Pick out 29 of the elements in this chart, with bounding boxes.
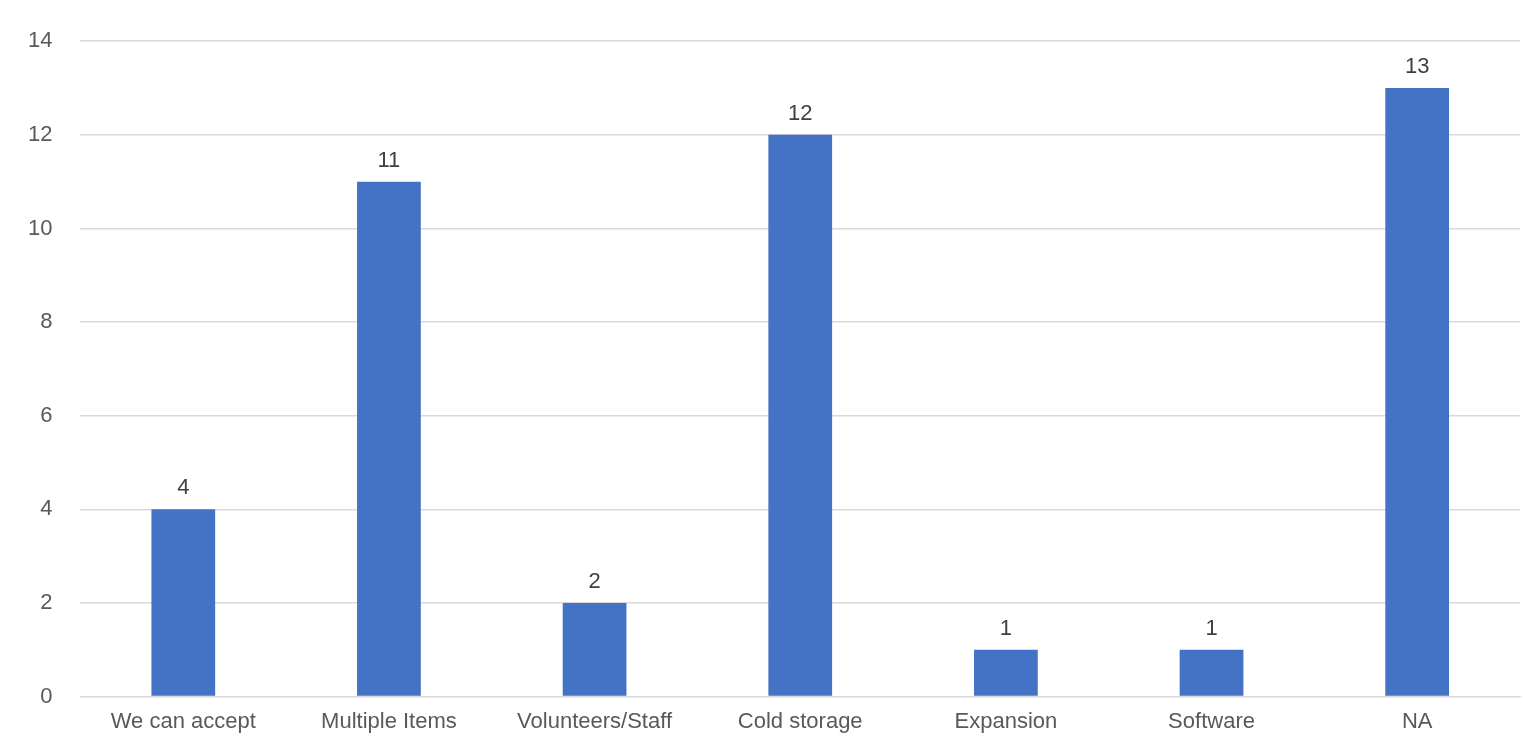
- x-tick-label: NA: [1401, 707, 1433, 733]
- y-tick-label: 6: [40, 401, 53, 427]
- y-tick-label: 8: [40, 308, 53, 334]
- y-tick-label: 4: [40, 495, 53, 521]
- y-tick-label: 14: [27, 27, 53, 53]
- bar: [1179, 649, 1244, 696]
- bar: [151, 509, 216, 696]
- x-tick-label: Multiple Items: [321, 707, 457, 733]
- bar: [1385, 88, 1450, 696]
- y-tick-label: 0: [40, 682, 53, 708]
- bar: [974, 649, 1038, 696]
- data-label: 4: [177, 474, 190, 500]
- data-label: 1: [999, 614, 1013, 640]
- y-tick-label: 12: [27, 120, 53, 146]
- x-tick-label: Software: [1168, 707, 1255, 733]
- data-label: 2: [588, 568, 601, 594]
- bar: [357, 181, 421, 696]
- y-tick-label: 2: [40, 589, 53, 615]
- bar: [768, 134, 833, 696]
- x-tick-label: Cold storage: [737, 707, 863, 733]
- data-label: 13: [1404, 53, 1430, 79]
- data-label: 12: [787, 99, 813, 125]
- data-label: 1: [1205, 614, 1218, 640]
- x-tick-label: Volunteers/Staff: [517, 707, 673, 733]
- x-tick-label: We can accept: [110, 707, 256, 733]
- data-label: 11: [377, 146, 401, 172]
- bar: [562, 602, 627, 696]
- x-tick-label: Expansion: [954, 707, 1058, 733]
- y-tick-label: 10: [27, 214, 53, 240]
